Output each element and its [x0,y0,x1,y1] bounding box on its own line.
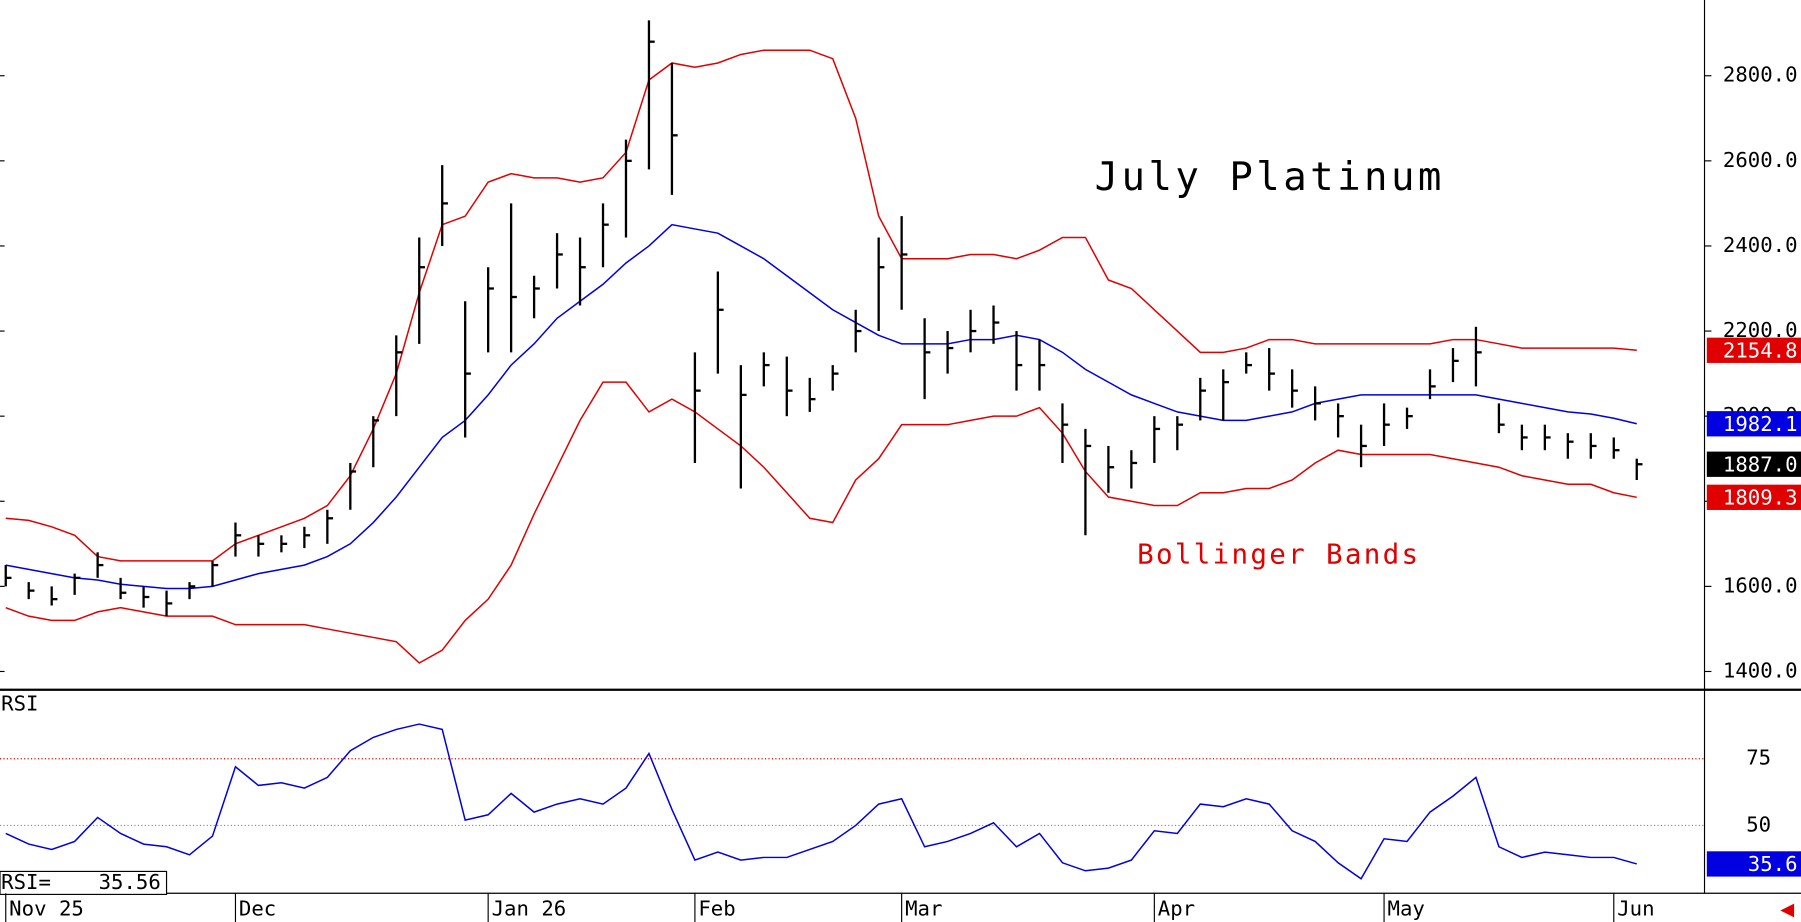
readout-box [0,870,168,895]
x-tick-label: Apr [1158,896,1195,920]
x-tick-label: Mar [905,896,942,920]
last-value-label: 35.6 [1748,852,1798,876]
last-value-box [1706,484,1801,510]
x-tick-label: Dec [239,896,276,920]
last-value-box [1706,451,1801,477]
y-tick-label: 1600.0 [1723,573,1798,597]
band-line [5,381,1637,664]
rsi-line [5,723,1637,880]
panel-label: RSI [1,692,38,716]
annotation: Bollinger Bands [1137,537,1420,570]
last-value-box [1706,851,1801,877]
last-value-label: 2154.8 [1723,338,1798,362]
last-value-box [1706,411,1801,437]
last-value-box [1706,337,1801,363]
y-tick-label: 50 [1746,812,1771,836]
x-tick-label: May [1388,896,1425,920]
chart-title: July Platinum [1095,155,1445,200]
x-tick-label: Nov 25 [9,896,84,920]
band-line [5,223,1637,590]
y-tick-label: 2400.0 [1723,233,1798,257]
scroll-arrow[interactable] [1780,903,1795,918]
band-line [5,49,1637,562]
y-tick-label: 75 [1746,746,1771,770]
readout-label: RSI= [1,870,51,894]
x-tick-label: Jun [1617,896,1654,920]
last-value-label: 1982.1 [1723,412,1798,436]
last-value-label: 1887.0 [1723,452,1798,476]
readout-value: 35.56 [99,870,161,894]
last-value-label: 1809.3 [1723,485,1798,509]
y-tick-label: 2800.0 [1723,63,1798,87]
x-tick-label: Feb [698,896,735,920]
y-tick-label: 2600.0 [1723,148,1798,172]
x-tick-label: Jan 26 [492,896,567,920]
y-tick-label: 1400.0 [1723,658,1798,682]
